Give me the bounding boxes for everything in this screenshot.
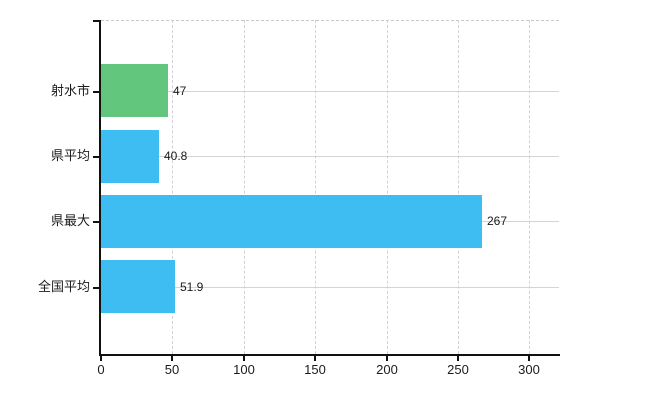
x-axis-line [99, 354, 560, 356]
x-axis-tick [171, 356, 173, 361]
x-axis-tick-label: 250 [447, 362, 469, 377]
x-axis-tick-label: 200 [376, 362, 398, 377]
bar-value-label: 51.9 [180, 280, 204, 294]
y-axis-category-label: 全国平均 [37, 279, 90, 294]
plot-area [101, 20, 559, 354]
x-axis-tick [457, 356, 459, 361]
x-axis-tick [528, 356, 530, 361]
gridline-horizontal [101, 91, 559, 92]
x-axis-tick-label: 0 [97, 362, 105, 377]
gridline-vertical [172, 20, 173, 354]
x-axis-tick [386, 356, 388, 361]
gridline-vertical [387, 20, 388, 354]
y-axis-tick [93, 156, 99, 158]
bar-value-label: 40.8 [164, 149, 188, 163]
x-axis-tick [314, 356, 316, 361]
y-axis-tick [93, 20, 99, 22]
y-axis-tick [93, 91, 99, 93]
gridline-horizontal [101, 156, 559, 157]
y-axis-category-label: 射水市 [50, 83, 90, 98]
y-axis-tick [93, 221, 99, 223]
y-axis-tick [93, 287, 99, 289]
chart-bar [101, 195, 482, 248]
gridline-vertical [244, 20, 245, 354]
x-axis-tick-label: 300 [518, 362, 540, 377]
x-axis-tick-label: 50 [164, 362, 180, 377]
chart-bar [101, 64, 168, 117]
x-axis-tick-label: 100 [233, 362, 255, 377]
gridline-vertical [529, 20, 530, 354]
y-axis-category-label: 県平均 [50, 148, 90, 163]
gridline-horizontal [101, 287, 559, 288]
chart-bar [101, 260, 175, 313]
x-axis-tick [243, 356, 245, 361]
gridline-vertical [458, 20, 459, 354]
x-axis-tick-label: 150 [304, 362, 326, 377]
chart-bar [101, 130, 159, 183]
gridline-vertical [315, 20, 316, 354]
x-axis-tick [100, 356, 102, 361]
y-axis-line [99, 20, 101, 356]
bar-value-label: 47 [173, 84, 187, 98]
y-axis-category-label: 県最大 [50, 213, 90, 228]
bar-value-label: 267 [487, 214, 508, 228]
